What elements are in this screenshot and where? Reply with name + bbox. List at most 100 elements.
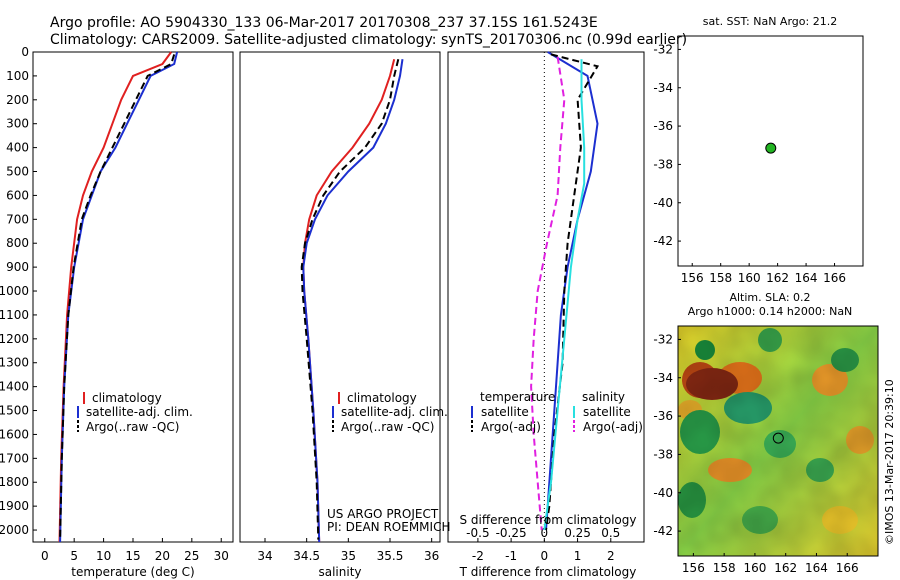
- map-y-tick-label: -32: [653, 42, 673, 56]
- y-tick-label: 100: [6, 69, 29, 83]
- map-x-tick-label: 166: [823, 271, 846, 285]
- sla-map-title-1: Altim. SLA: 0.2: [729, 291, 810, 304]
- s-tick-label: -0.5: [466, 526, 489, 540]
- profile-location-marker: [772, 432, 784, 444]
- map-y-tick-label: -32: [653, 332, 673, 346]
- map-x-tick-label: 162: [774, 561, 797, 575]
- y-tick-label: 1200: [0, 332, 29, 346]
- x-tick-label: 20: [155, 549, 170, 563]
- series-line-satelliteadjclim: [302, 59, 404, 543]
- temperature-panel: 0100200300400500600700800900100011001200…: [0, 45, 234, 579]
- y-tick-label: 200: [6, 93, 29, 107]
- y-tick-label: 1000: [0, 284, 29, 298]
- y-tick-label: 600: [6, 188, 29, 202]
- legend-temperature-title: temperature: [480, 390, 555, 404]
- series-line-argorawqc: [300, 58, 400, 540]
- map-x-tick-label: 160: [738, 271, 761, 285]
- map-y-tick-label: -34: [653, 371, 673, 385]
- legend-s-satellite: satellite: [583, 405, 631, 419]
- map-x-tick-label: 156: [682, 561, 705, 575]
- legend-satellite: satellite-adj. clim.: [86, 405, 193, 419]
- x-tick-label: -1: [505, 549, 517, 563]
- salinity-xlabel: salinity: [318, 565, 361, 579]
- map-x-tick-label: 158: [709, 271, 732, 285]
- temperature-xlabel: temperature (deg C): [71, 565, 194, 579]
- sst-map-plot: 156 158 160 162 164 166 -32 -34 -36 -38 -40 -42: [653, 42, 846, 285]
- map-y-tick-label: -38: [653, 157, 673, 171]
- header-line-1: Argo profile: AO 5904330_133 06-Mar-2017…: [50, 15, 598, 31]
- legend-argo: Argo(..raw -QC): [341, 420, 434, 434]
- x-tick-label: 10: [96, 549, 111, 563]
- x-tick-label: 34.5: [293, 549, 320, 563]
- map-y-tick-label: -42: [653, 524, 673, 538]
- x-tick-label: 5: [70, 549, 78, 563]
- series-line-salinity-satellite: [543, 59, 586, 531]
- y-tick-label: 500: [6, 165, 29, 179]
- x-tick-label: 1: [574, 549, 582, 563]
- difference-panel: -2 -1 0 1 2 -0.5 -0.25 0 0.25 0.5 S difference fr…: [447, 51, 645, 579]
- s-tick-label: 0.25: [564, 526, 591, 540]
- map-x-tick-label: 156: [681, 271, 704, 285]
- difference-plot: -2 -1 0 1 2 -0.5 -0.25 0 0.25 0.5: [466, 51, 620, 563]
- x-tick-label: 36: [424, 549, 439, 563]
- sla-heatmap: [678, 326, 878, 556]
- salinity-legend: climatology satellite-adj. clim. Argo(..…: [332, 391, 448, 434]
- y-tick-label: 300: [6, 117, 29, 131]
- map-x-tick-label: 166: [836, 561, 859, 575]
- legend-t-argo: Argo(-adj): [481, 420, 541, 434]
- x-tick-label: 15: [125, 549, 140, 563]
- temperature-plot: 0100200300400500600700800900100011001200…: [0, 45, 229, 563]
- legend-climatology: climatology: [92, 391, 162, 405]
- difference-plot-frame: [447, 51, 645, 543]
- map-x-tick-label: 158: [713, 561, 736, 575]
- y-tick-label: 2000: [0, 523, 29, 537]
- map-y-tick-label: -42: [653, 234, 673, 248]
- sla-map-title-2: Argo h1000: 0.14 h2000: NaN: [688, 305, 853, 318]
- temperature-plot-frame: [32, 51, 234, 543]
- map-y-tick-label: -36: [653, 409, 673, 423]
- series-line-salinity-argoadj: [530, 56, 566, 531]
- salinity-plot: 34 34.5 35 35.5 36: [257, 58, 439, 563]
- x-tick-label: 2: [607, 549, 615, 563]
- s-tick-label: 0.5: [601, 526, 620, 540]
- y-tick-label: 800: [6, 236, 29, 250]
- difference-legend: temperature satellite Argo(-adj) salinit…: [471, 390, 643, 434]
- map-x-tick-label: 162: [766, 271, 789, 285]
- map-x-tick-label: 164: [805, 561, 828, 575]
- map-y-tick-label: -34: [653, 81, 673, 95]
- x-tick-label: 30: [214, 549, 229, 563]
- sst-map-frame: [677, 35, 864, 267]
- watermark: ©IMOS 13-Mar-2017 20:39:10: [883, 379, 896, 545]
- y-tick-label: 700: [6, 212, 29, 226]
- temperature-legend: climatology satellite-adj. clim. Argo(..…: [77, 391, 193, 434]
- y-tick-label: 1100: [0, 308, 29, 322]
- y-tick-label: 1700: [0, 451, 29, 465]
- x-tick-label: 34: [257, 549, 272, 563]
- sla-map-panel: Altim. SLA: 0.2 Argo h1000: 0.14 h2000: …: [653, 291, 879, 575]
- difference-top-xlabel: S difference from climatology: [460, 513, 637, 527]
- map-y-tick-label: -38: [653, 447, 673, 461]
- x-tick-label: 35.5: [377, 549, 404, 563]
- y-tick-label: 1400: [0, 380, 29, 394]
- series-line-argorawqc: [59, 54, 176, 540]
- y-tick-label: 1300: [0, 356, 29, 370]
- series-line-temperature-satellite: [545, 51, 599, 531]
- sla-map-plot: 156 158 160 162 164 166 -32 -34 -36 -38 -40 -42: [653, 332, 858, 575]
- header-line-2: Climatology: CARS2009. Satellite-adjuste…: [50, 32, 687, 48]
- legend-s-argo: Argo(-adj): [583, 420, 643, 434]
- map-x-tick-label: 160: [743, 561, 766, 575]
- sst-map-panel: sat. SST: NaN Argo: 21.2 156 158 160 162 164…: [653, 15, 864, 285]
- salinity-panel: 34 34.5 35 35.5 36 salinity climatology sate…: [239, 51, 450, 579]
- legend-satellite: satellite-adj. clim.: [341, 405, 448, 419]
- y-tick-label: 1500: [0, 404, 29, 418]
- s-tick-label: -0.25: [496, 526, 527, 540]
- x-tick-label: 0: [41, 549, 49, 563]
- x-tick-label: 25: [184, 549, 199, 563]
- y-tick-label: 900: [6, 260, 29, 274]
- sla-map-frame: [677, 325, 879, 557]
- legend-climatology: climatology: [347, 391, 417, 405]
- series-line-climatology: [58, 51, 173, 543]
- map-y-tick-label: -40: [653, 196, 673, 210]
- credit-pi: PI: DEAN ROEMMICH: [327, 520, 450, 534]
